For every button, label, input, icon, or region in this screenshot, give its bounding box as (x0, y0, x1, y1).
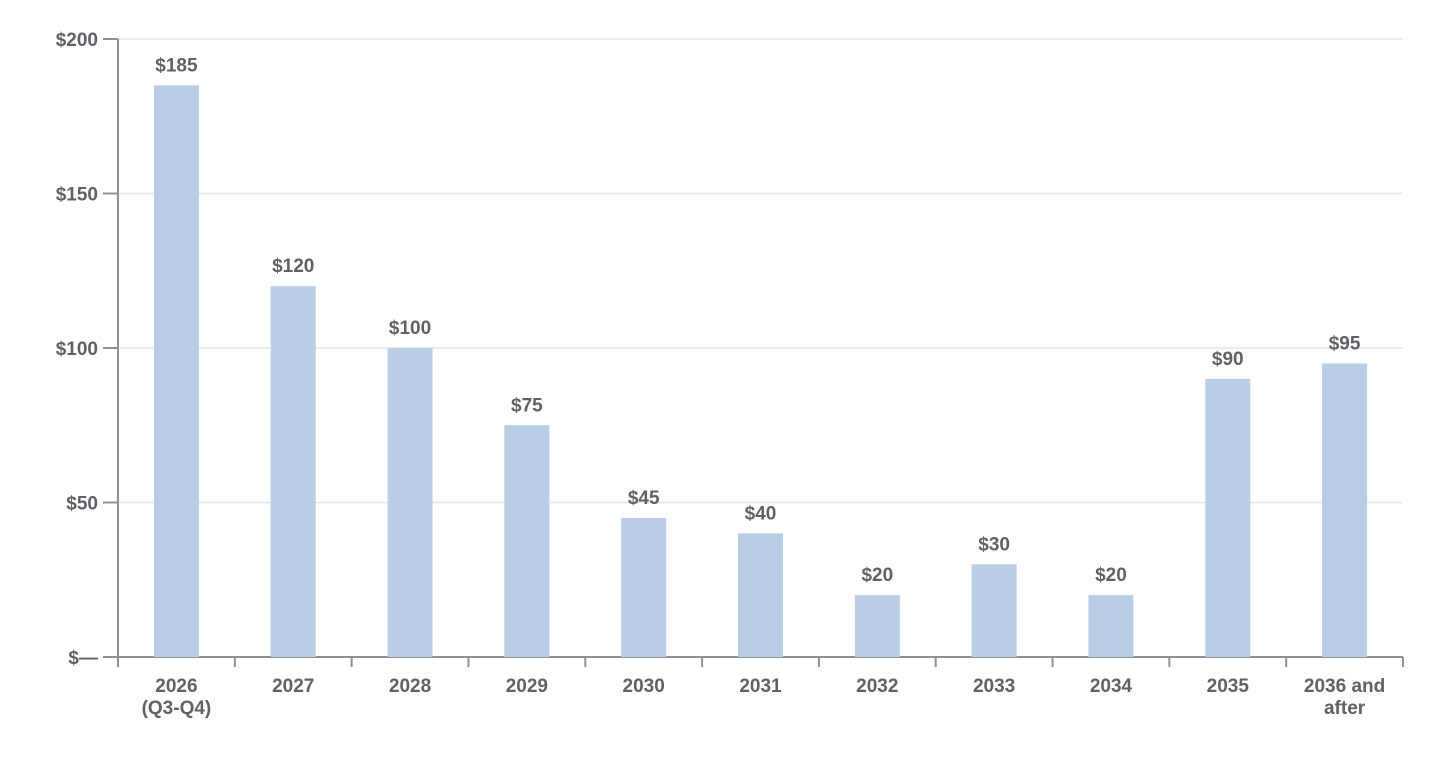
bar (971, 564, 1017, 657)
x-category-label: 2034 (1090, 676, 1133, 697)
x-category-label: 2032 (856, 676, 898, 697)
bar-value-label: $45 (628, 488, 660, 509)
x-category-label: 2028 (389, 676, 431, 697)
bar-value-label: $40 (745, 503, 777, 524)
bar (854, 595, 900, 657)
x-category-label-line: after (1324, 698, 1366, 719)
x-category-label-line: 2035 (1207, 676, 1250, 697)
x-category-label-line: 2028 (389, 676, 431, 697)
x-category-label-line: 2029 (506, 676, 548, 697)
bar (1088, 595, 1134, 657)
y-tick-label: $150 (56, 185, 98, 206)
bar (1322, 363, 1368, 657)
x-category-label-line: 2032 (856, 676, 898, 697)
bar-value-label: $120 (272, 256, 314, 277)
bar (387, 348, 433, 657)
x-category-label-line: 2034 (1090, 676, 1133, 697)
x-category-label: 2035 (1207, 676, 1250, 697)
x-category-label: 2030 (623, 676, 665, 697)
x-category-label-line: 2027 (272, 676, 314, 697)
bar-value-label: $185 (155, 55, 198, 76)
bar (621, 517, 667, 657)
bar-value-label: $95 (1329, 333, 1361, 354)
bar-value-label: $75 (511, 395, 543, 416)
x-category-label-line: 2026 (155, 676, 197, 697)
x-category-label: 2031 (739, 676, 782, 697)
y-tick-label: $50 (66, 494, 98, 515)
bar (738, 533, 783, 657)
y-tick-label: $200 (56, 30, 98, 51)
y-tick-label: $— (68, 648, 98, 669)
bar-value-label: $20 (861, 565, 893, 586)
bar (504, 425, 550, 657)
x-category-label-line: 2036 and (1304, 676, 1385, 697)
bar (153, 85, 199, 658)
x-category-label-line: 2033 (973, 676, 1015, 697)
x-category-label: 2029 (506, 676, 548, 697)
x-category-label: 2026 (Q3-Q4) (142, 676, 212, 719)
bar-value-label: $20 (1095, 565, 1127, 586)
x-category-label-line: (Q3-Q4) (142, 698, 212, 719)
bar (270, 286, 316, 657)
x-category-label: 2027 (272, 676, 314, 697)
x-category-label-line: 2030 (623, 676, 665, 697)
bar-value-label: $90 (1212, 349, 1244, 370)
bar-value-label: $100 (389, 318, 431, 339)
x-category-label-line: 2031 (739, 676, 782, 697)
x-category-label: 2036 and after (1304, 676, 1385, 719)
y-tick-label: $100 (56, 339, 98, 360)
bar-value-label: $30 (978, 534, 1010, 555)
x-category-label: 2033 (973, 676, 1015, 697)
bar (1205, 378, 1251, 657)
